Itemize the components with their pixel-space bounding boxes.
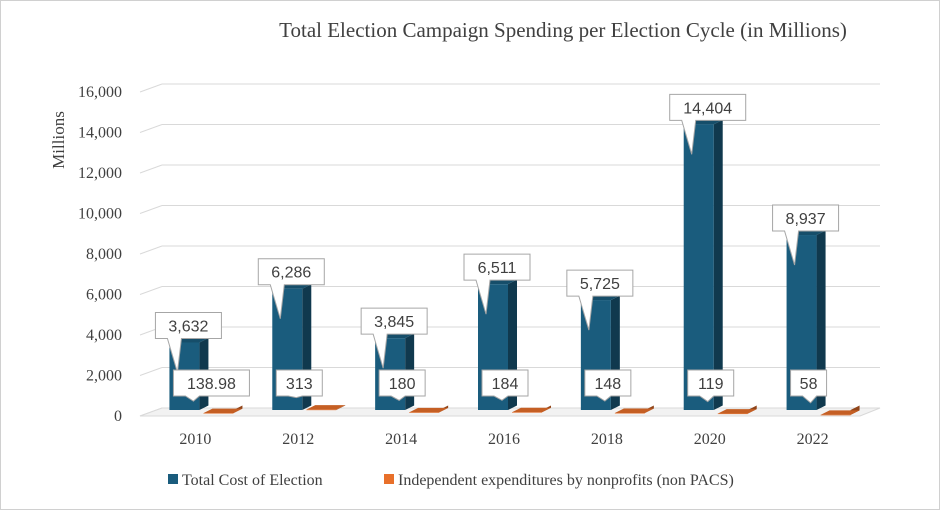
- svg-text:3,845: 3,845: [374, 314, 414, 331]
- label-nonprofit-2020: 119: [687, 369, 735, 403]
- legend-nonprofit-swatch: [384, 474, 394, 484]
- bar-nonprofit-2014: [409, 405, 449, 413]
- bar-nonprofit-2010: [203, 405, 243, 414]
- svg-text:14,404: 14,404: [683, 100, 732, 117]
- bar-nonprofit-2016: [512, 405, 551, 413]
- label-total-2012: 6,286: [257, 258, 325, 319]
- label-nonprofit-2016: 184: [481, 369, 529, 401]
- y-tick-label: 8,000: [86, 246, 122, 263]
- y-tick-label: 10,000: [78, 206, 122, 223]
- label-total-2010: 3,632: [154, 311, 222, 373]
- gridline-depth: [139, 286, 163, 295]
- y-axis-ticks: 0 2,000 4,000 6,000 8,000 10,000 12,000 14,000 1…: [78, 84, 122, 425]
- svg-text:184: 184: [492, 376, 519, 393]
- gridline-depth: [139, 124, 163, 133]
- bar-nonprofit-2022: [820, 405, 860, 416]
- label-total-2014: 3,845: [360, 307, 428, 369]
- bar-nonprofit-2020: [717, 405, 757, 415]
- svg-text:8,937: 8,937: [786, 211, 826, 228]
- gridline-depth: [139, 83, 163, 93]
- x-tick-label: 2012: [282, 431, 314, 448]
- label-total-2022: 8,937: [772, 204, 840, 266]
- chart-floor: [139, 407, 881, 417]
- legend-total: Total Cost of Election: [168, 472, 323, 489]
- x-tick-label: 2018: [591, 431, 623, 448]
- x-axis-ticks: 2010 2012 2014 2016 2018 2020 2022: [179, 431, 828, 448]
- gridline-depth: [139, 205, 163, 214]
- bar-nonprofit-2012: [306, 405, 346, 411]
- svg-text:138.98: 138.98: [187, 376, 236, 393]
- svg-text:6,511: 6,511: [478, 260, 517, 277]
- label-total-2016: 6,511: [463, 253, 531, 315]
- svg-text:119: 119: [698, 376, 724, 393]
- label-nonprofit-2010: 138.98: [172, 369, 250, 402]
- svg-text:6,286: 6,286: [271, 265, 311, 282]
- gridline-depth: [139, 164, 163, 174]
- data-labels: 3,632 138.98 6,286 313 3,845 180 6,511 184 5,725…: [154, 93, 840, 404]
- gridline-depth: [139, 367, 163, 376]
- svg-text:5,725: 5,725: [580, 276, 620, 293]
- label-total-2018: 5,725: [566, 269, 634, 331]
- gridline-depth: [139, 245, 163, 255]
- label-total-2020: 14,404: [669, 93, 747, 155]
- svg-text:180: 180: [389, 376, 416, 393]
- y-tick-label: 6,000: [86, 287, 122, 304]
- x-tick-label: 2020: [694, 431, 726, 448]
- x-tick-label: 2016: [488, 431, 520, 448]
- x-tick-label: 2010: [179, 431, 211, 448]
- x-tick-label: 2022: [797, 431, 829, 448]
- bar-nonprofit-2018: [614, 405, 654, 414]
- y-tick-label: 12,000: [78, 165, 122, 182]
- legend-total-label: Total Cost of Election: [182, 472, 323, 489]
- y-axis-label: Millions: [49, 111, 68, 169]
- chart-title: Total Election Campaign Spending per Ele…: [279, 18, 847, 42]
- svg-text:58: 58: [800, 376, 818, 393]
- y-tick-label: 2,000: [86, 368, 122, 385]
- y-tick-label: 4,000: [86, 327, 122, 344]
- label-nonprofit-2018: 148: [584, 369, 632, 402]
- label-nonprofit-2022: 58: [790, 369, 828, 404]
- svg-text:313: 313: [286, 376, 313, 393]
- y-tick-label: 16,000: [78, 84, 122, 101]
- svg-text:3,632: 3,632: [168, 318, 208, 335]
- bar-total-2020: [683, 119, 723, 410]
- x-tick-label: 2014: [385, 431, 417, 448]
- y-tick-label: 0: [114, 408, 122, 425]
- svg-text:148: 148: [595, 376, 622, 393]
- y-tick-label: 14,000: [78, 125, 122, 142]
- bar-total-2022: [786, 230, 826, 410]
- legend-nonprofit: Independent expenditures by nonprofits (…: [384, 472, 734, 489]
- label-nonprofit-2012: 313: [275, 369, 323, 399]
- legend-total-swatch: [168, 474, 178, 484]
- legend: Total Cost of Election Independent expend…: [168, 472, 734, 489]
- label-nonprofit-2014: 180: [378, 369, 426, 401]
- legend-nonprofit-label: Independent expenditures by nonprofits (…: [398, 472, 734, 489]
